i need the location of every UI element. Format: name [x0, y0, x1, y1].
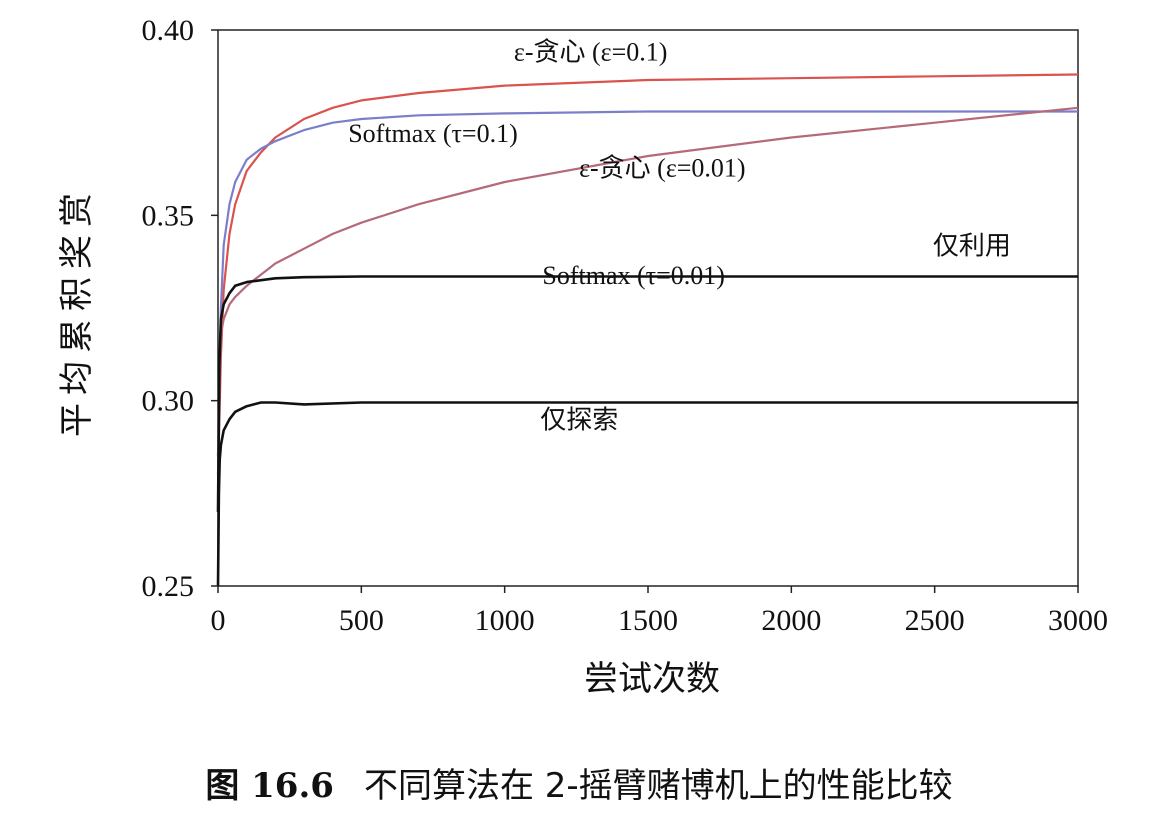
y-axis-title: 平均累积奖赏: [57, 185, 97, 437]
figure-caption-text: 不同算法在 2-摇臂赌博机上的性能比较: [363, 766, 953, 806]
line-chart: ε-贪心 (ε=0.1) Softmax (τ=0.1) ε-贪心 (ε=0.01)…: [57, 14, 1109, 699]
x-tick-label: 1500: [618, 604, 678, 637]
series-annotation: Softmax (τ=0.01): [542, 261, 725, 290]
tick-group: 0 500 1000 1500 2000 2500 3000 0.25 0.30 0.35 0.40: [142, 14, 1109, 637]
annotation-group: ε-贪心 (ε=0.1) Softmax (τ=0.1) ε-贪心 (ε=0.01)…: [348, 37, 1011, 434]
series-annotation: 仅利用: [933, 231, 1011, 260]
figure-number: 图 16.6: [205, 766, 334, 806]
y-tick-label: 0.40: [142, 14, 195, 47]
x-tick-label: 2500: [905, 604, 965, 637]
series-line: [216, 106, 1079, 457]
plot-area: [217, 29, 1079, 587]
x-tick-label: 1000: [475, 604, 535, 637]
series-line: [216, 110, 1078, 457]
plot-frame: [217, 29, 1079, 587]
x-tick-label: 2000: [761, 604, 821, 637]
x-tick-label: 500: [339, 604, 384, 637]
y-tick-label: 0.35: [142, 199, 195, 232]
x-tick-label: 3000: [1048, 604, 1108, 637]
series-annotation: ε-贪心 (ε=0.1): [514, 37, 667, 66]
series-line: [216, 275, 1078, 512]
series-group: [216, 73, 1079, 587]
series-annotation: ε-贪心 (ε=0.01): [579, 153, 745, 182]
x-tick-label: 0: [211, 604, 226, 637]
x-axis-title: 尝试次数: [584, 659, 720, 699]
figure-caption: 图 16.6 不同算法在 2-摇臂赌博机上的性能比较: [0, 758, 1158, 807]
series-line: [216, 401, 1078, 587]
series-annotation: Softmax (τ=0.1): [348, 119, 518, 148]
y-tick-label: 0.30: [142, 385, 195, 418]
series-line: [216, 73, 1079, 475]
y-tick-label: 0.25: [142, 570, 195, 603]
series-annotation: 仅探索: [540, 405, 618, 434]
